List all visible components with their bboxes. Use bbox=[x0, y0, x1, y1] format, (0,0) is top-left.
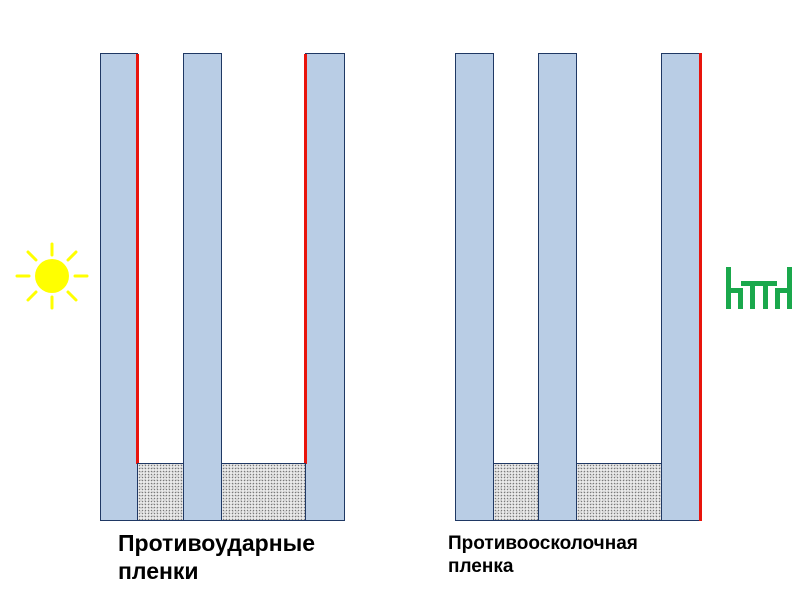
sun-icon bbox=[15, 242, 89, 310]
right-pane-1 bbox=[455, 53, 494, 521]
left-caption: Противоударные пленки bbox=[118, 530, 315, 585]
right-caption-line-2: пленка bbox=[448, 555, 514, 577]
left-pane-3 bbox=[305, 53, 345, 521]
furniture-icon bbox=[726, 267, 792, 309]
left-caption-line-2: пленки bbox=[118, 557, 199, 584]
left-caption-line-1: Противоударные bbox=[118, 530, 316, 556]
right-film bbox=[699, 53, 702, 521]
right-caption: Противоосколочная пленка bbox=[448, 533, 638, 579]
left-film-1 bbox=[136, 54, 139, 464]
right-spacer-2 bbox=[576, 463, 662, 521]
right-spacer-1 bbox=[493, 463, 539, 521]
left-pane-1 bbox=[100, 53, 138, 521]
left-spacer-1 bbox=[137, 463, 184, 521]
right-pane-2 bbox=[538, 53, 577, 521]
left-pane-2 bbox=[183, 53, 222, 521]
left-spacer-2 bbox=[221, 463, 306, 521]
right-pane-3 bbox=[661, 53, 701, 521]
right-caption-line-1: Противоосколочная bbox=[448, 533, 638, 554]
left-film-2 bbox=[304, 54, 307, 464]
